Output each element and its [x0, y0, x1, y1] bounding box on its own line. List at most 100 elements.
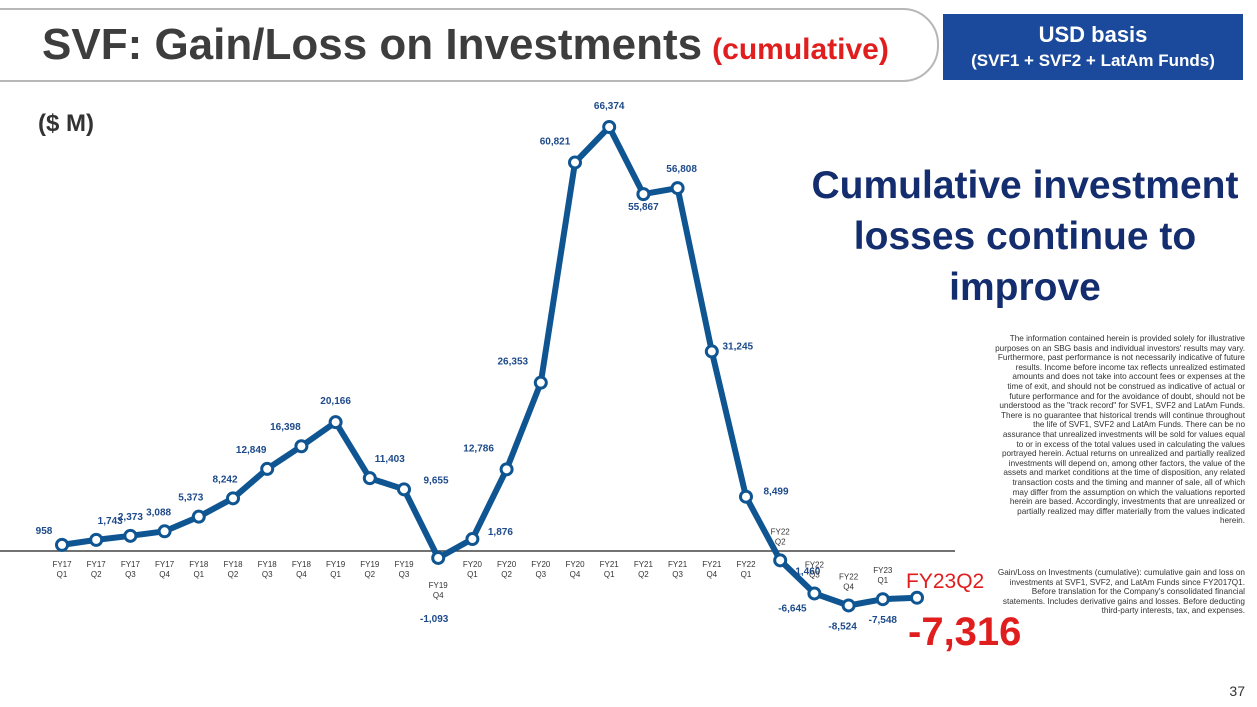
data-label: 16,398 — [270, 422, 301, 433]
data-point — [841, 598, 856, 613]
x-tick-label: FY17 — [121, 560, 141, 569]
data-label: 2,373 — [118, 512, 143, 523]
data-label: 26,353 — [498, 357, 529, 368]
x-tick-label: FY21 — [702, 560, 722, 569]
data-label: -7,548 — [869, 615, 898, 626]
data-point — [670, 181, 685, 196]
x-tick-label: FY23 — [873, 566, 893, 575]
data-point — [328, 415, 343, 430]
x-tick-label: Q4 — [159, 570, 170, 579]
x-tick-label: FY18 — [223, 560, 243, 569]
x-tick-label: Q4 — [843, 582, 854, 591]
callout-period: FY23Q2 — [906, 570, 985, 593]
x-tick-label: FY21 — [600, 560, 620, 569]
data-label: -6,645 — [778, 603, 807, 614]
callout-value: -7,316 — [908, 610, 1022, 654]
data-label: -1,460 — [792, 566, 821, 577]
data-label: 5,373 — [178, 493, 203, 504]
x-tick-label: Q3 — [125, 570, 136, 579]
page-number: 37 — [1229, 683, 1245, 699]
x-tick-label: FY22 — [736, 560, 756, 569]
x-tick-label: FY22 — [771, 527, 791, 536]
x-tick-label: Q1 — [193, 570, 204, 579]
data-label: 958 — [36, 526, 53, 537]
x-tick-label: Q2 — [364, 570, 375, 579]
data-label: 12,786 — [463, 443, 494, 454]
data-point — [397, 482, 411, 497]
data-point — [123, 528, 138, 543]
data-label: 3,088 — [146, 507, 171, 518]
x-tick-label: Q1 — [877, 576, 888, 585]
x-tick-label: FY19 — [326, 560, 346, 569]
x-tick-label: FY19 — [394, 560, 414, 569]
data-point — [636, 187, 651, 202]
x-tick-label: FY17 — [155, 560, 175, 569]
x-tick-label: FY22 — [805, 560, 825, 569]
page-title: SVF: Gain/Loss on Investments (cumulative… — [42, 18, 889, 72]
data-point — [89, 532, 104, 547]
title-accent: (cumulative) — [712, 33, 889, 66]
badge-line-2: (SVF1 + SVF2 + LatAm Funds) — [971, 51, 1215, 70]
x-tick-label: Q2 — [501, 570, 512, 579]
x-tick-label: Q1 — [467, 570, 478, 579]
data-point — [157, 524, 172, 539]
badge-line-1: USD basis — [1038, 22, 1148, 47]
x-tick-label: FY18 — [292, 560, 312, 569]
x-tick-label: FY18 — [189, 560, 209, 569]
x-tick-label: FY21 — [668, 560, 688, 569]
data-label: 8,242 — [212, 474, 237, 485]
x-tick-label: FY22 — [839, 572, 859, 581]
title-main: SVF: Gain/Loss on Investments — [42, 20, 703, 69]
data-label: 55,867 — [628, 202, 659, 213]
x-tick-label: Q4 — [296, 570, 307, 579]
data-point — [465, 532, 480, 547]
data-point — [602, 120, 617, 134]
data-point — [362, 471, 377, 486]
data-label: 11,403 — [375, 454, 405, 465]
data-point — [55, 537, 69, 552]
x-tick-label: FY20 — [531, 560, 551, 569]
data-label: 60,821 — [540, 136, 571, 147]
data-point — [533, 375, 548, 390]
x-tick-label: FY19 — [360, 560, 380, 569]
data-point — [294, 439, 309, 454]
x-tick-label: FY18 — [258, 560, 278, 569]
data-point — [226, 491, 240, 506]
definition-note: Gain/Loss on Investments (cumulative): c… — [997, 568, 1245, 616]
x-tick-label: FY20 — [463, 560, 483, 569]
data-label: 66,374 — [594, 101, 625, 112]
data-label: 20,166 — [320, 396, 351, 407]
x-tick-label: Q3 — [262, 570, 273, 579]
data-label: -1,093 — [420, 614, 449, 625]
data-label: 56,808 — [666, 164, 697, 175]
x-tick-label: Q1 — [57, 570, 68, 579]
data-point — [260, 461, 275, 476]
x-tick-label: Q4 — [433, 591, 444, 600]
x-tick-label: Q1 — [741, 570, 752, 579]
data-point — [568, 155, 582, 170]
data-point — [910, 590, 924, 605]
x-tick-label: Q4 — [570, 570, 581, 579]
x-tick-label: FY21 — [634, 560, 654, 569]
x-tick-label: Q2 — [638, 570, 649, 579]
disclaimer-text: The information contained herein is prov… — [995, 334, 1245, 526]
data-label: 31,245 — [723, 341, 754, 352]
title-banner — [0, 8, 939, 82]
x-tick-label: FY20 — [497, 560, 517, 569]
data-label: 8,499 — [763, 487, 788, 498]
x-tick-label: Q1 — [604, 570, 615, 579]
x-tick-label: FY17 — [52, 560, 72, 569]
data-point — [773, 553, 788, 568]
x-tick-label: FY19 — [429, 581, 449, 590]
x-tick-label: Q4 — [706, 570, 717, 579]
data-label: -8,524 — [828, 621, 857, 632]
data-point — [739, 489, 753, 504]
x-tick-label: Q2 — [91, 570, 102, 579]
data-point — [191, 509, 206, 524]
data-point — [431, 550, 446, 565]
unit-label: ($ M) — [38, 110, 94, 137]
data-label: 12,849 — [236, 445, 267, 456]
basis-badge: USD basis (SVF1 + SVF2 + LatAm Funds) — [943, 14, 1243, 80]
data-label: 1,743 — [98, 516, 123, 527]
x-tick-label: Q2 — [228, 570, 239, 579]
